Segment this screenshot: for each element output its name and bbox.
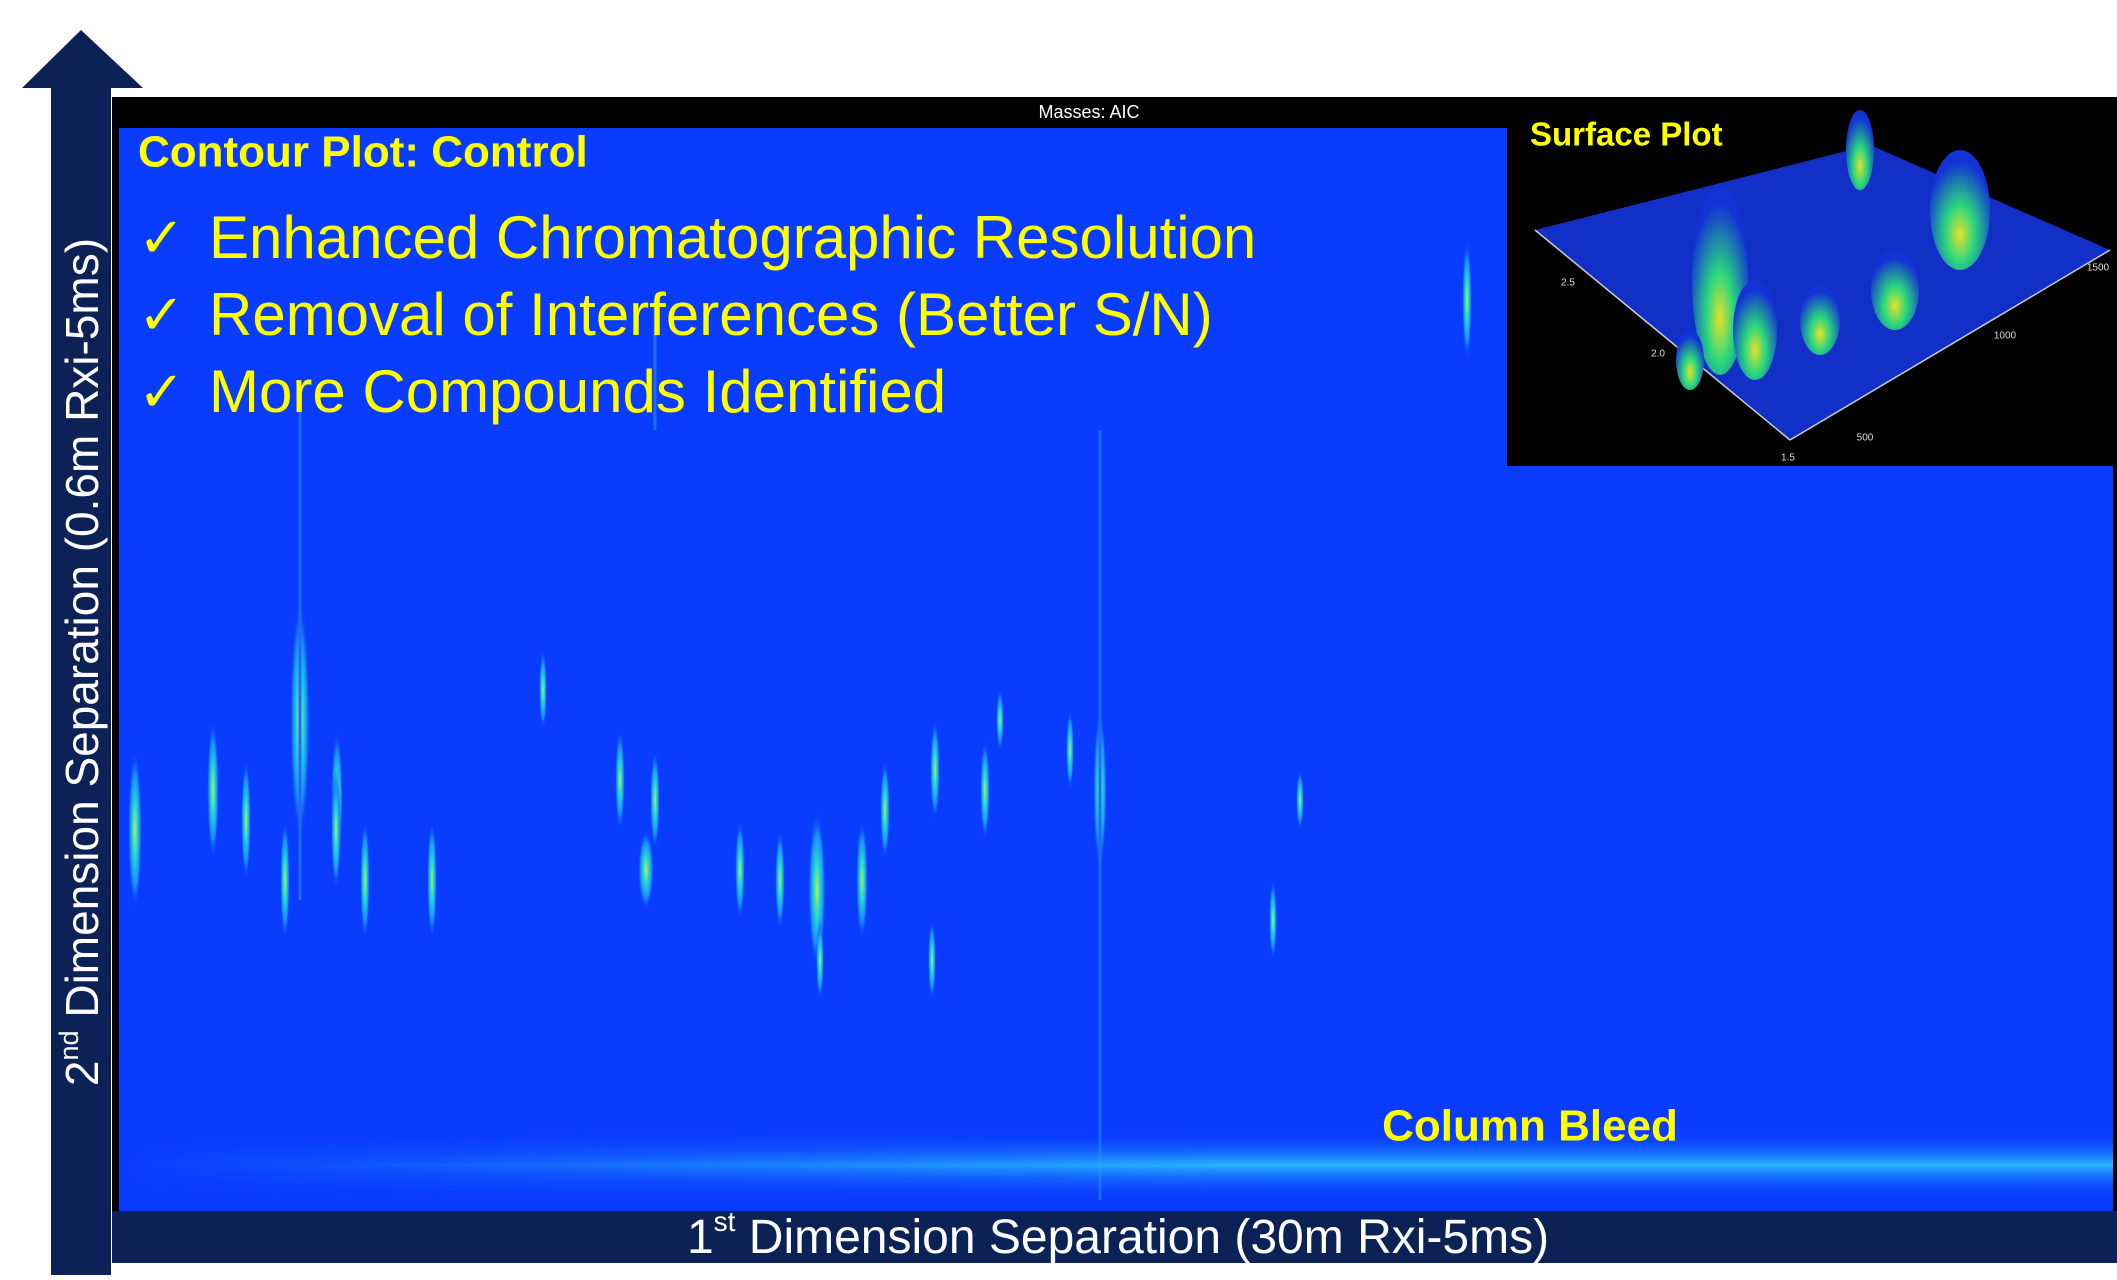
masses-label: Masses: AIC [1038,102,1139,122]
peak [880,760,890,860]
peak [650,750,660,850]
bullet-mark: ✓ [138,360,185,423]
slide: Masses: AIC Contour Plot: Control ✓ Enhan… [0,0,2117,1275]
y-axis-prefix: 2 [56,1060,108,1086]
bullet-mark: ✓ [138,206,185,269]
surface-title: Surface Plot [1530,116,1723,153]
peak [816,920,824,1000]
x-axis-text: Dimension Separation (30m Rxi-5ms) [735,1211,1549,1264]
peak [856,820,868,940]
peak [1066,710,1074,790]
peak [331,770,341,890]
surface-peak [1800,285,1840,355]
plot-title: Contour Plot: Control [138,128,588,177]
peak [241,760,251,880]
surface-peak [1846,110,1874,190]
peak [735,820,745,920]
peak [980,740,990,840]
bullet-text: More Compounds Identified [209,358,946,425]
y-axis-label: 2nd Dimension Separation (0.6m Rxi-5ms) [54,238,108,1086]
surface-tick-label: 2.5 [1561,278,1575,289]
bullet-text: Removal of Interferences (Better S/N) [209,281,1213,348]
peak [280,820,290,940]
x-axis-prefix: 1 [687,1211,714,1264]
surface-tick-label: 2.0 [1651,349,1665,360]
surface-tick-label: 1500 [2087,263,2110,274]
y-axis-superscript: nd [54,1030,84,1060]
bullet-text: Enhanced Chromatographic Resolution [209,204,1256,271]
y-axis-text: Dimension Separation (0.6m Rxi-5ms) [56,238,108,1031]
column-bleed [119,1130,2113,1200]
peak [539,650,547,730]
peak [930,720,940,820]
surface-tick-label: 1.5 [1781,453,1795,464]
surface-tick-label: 500 [1857,433,1874,444]
x-axis-superscript: st [714,1206,736,1237]
surface-peak [1871,250,1919,330]
surface-tick-label: 1000 [1994,331,2017,342]
x-axis-label: 1st Dimension Separation (30m Rxi-5ms) [687,1206,1549,1263]
peak [1462,240,1472,360]
peak [427,820,437,940]
peak [615,730,625,830]
surface-peak [1676,330,1704,390]
peak [360,820,370,940]
annotation: Column Bleed [1382,1102,1678,1151]
peak [638,830,654,910]
peak [128,750,142,910]
peak [1269,880,1277,960]
peak [928,920,936,1000]
peak [1296,770,1304,830]
bullet-mark: ✓ [138,283,185,346]
peak [996,690,1004,750]
surface-peak [1733,280,1777,380]
peak [207,720,219,860]
axis-arrow-head [22,30,143,88]
peak [775,830,785,930]
surface-peak [1930,150,1990,270]
